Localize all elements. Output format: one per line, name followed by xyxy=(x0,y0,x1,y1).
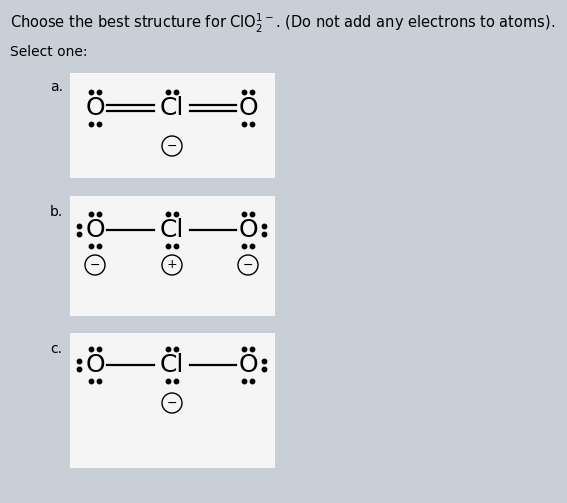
Text: a.: a. xyxy=(50,80,63,94)
Text: c.: c. xyxy=(50,342,62,356)
Text: O: O xyxy=(85,353,105,377)
Text: O: O xyxy=(238,218,258,242)
Text: O: O xyxy=(85,218,105,242)
FancyBboxPatch shape xyxy=(70,196,275,316)
FancyBboxPatch shape xyxy=(70,73,275,178)
Text: +: + xyxy=(167,259,177,272)
Text: O: O xyxy=(238,353,258,377)
Text: Cl: Cl xyxy=(160,96,184,120)
Text: Cl: Cl xyxy=(160,218,184,242)
Text: −: − xyxy=(167,396,177,409)
Text: b.: b. xyxy=(50,205,64,219)
Text: −: − xyxy=(90,259,100,272)
FancyBboxPatch shape xyxy=(70,333,275,468)
Text: Cl: Cl xyxy=(160,353,184,377)
Text: −: − xyxy=(243,259,253,272)
Text: O: O xyxy=(238,96,258,120)
Text: Select one:: Select one: xyxy=(10,45,87,59)
Text: Choose the best structure for $\mathrm{ClO_2^{1-}}$. (Do not add any electrons t: Choose the best structure for $\mathrm{C… xyxy=(10,12,555,35)
Text: −: − xyxy=(167,139,177,152)
Text: O: O xyxy=(85,96,105,120)
